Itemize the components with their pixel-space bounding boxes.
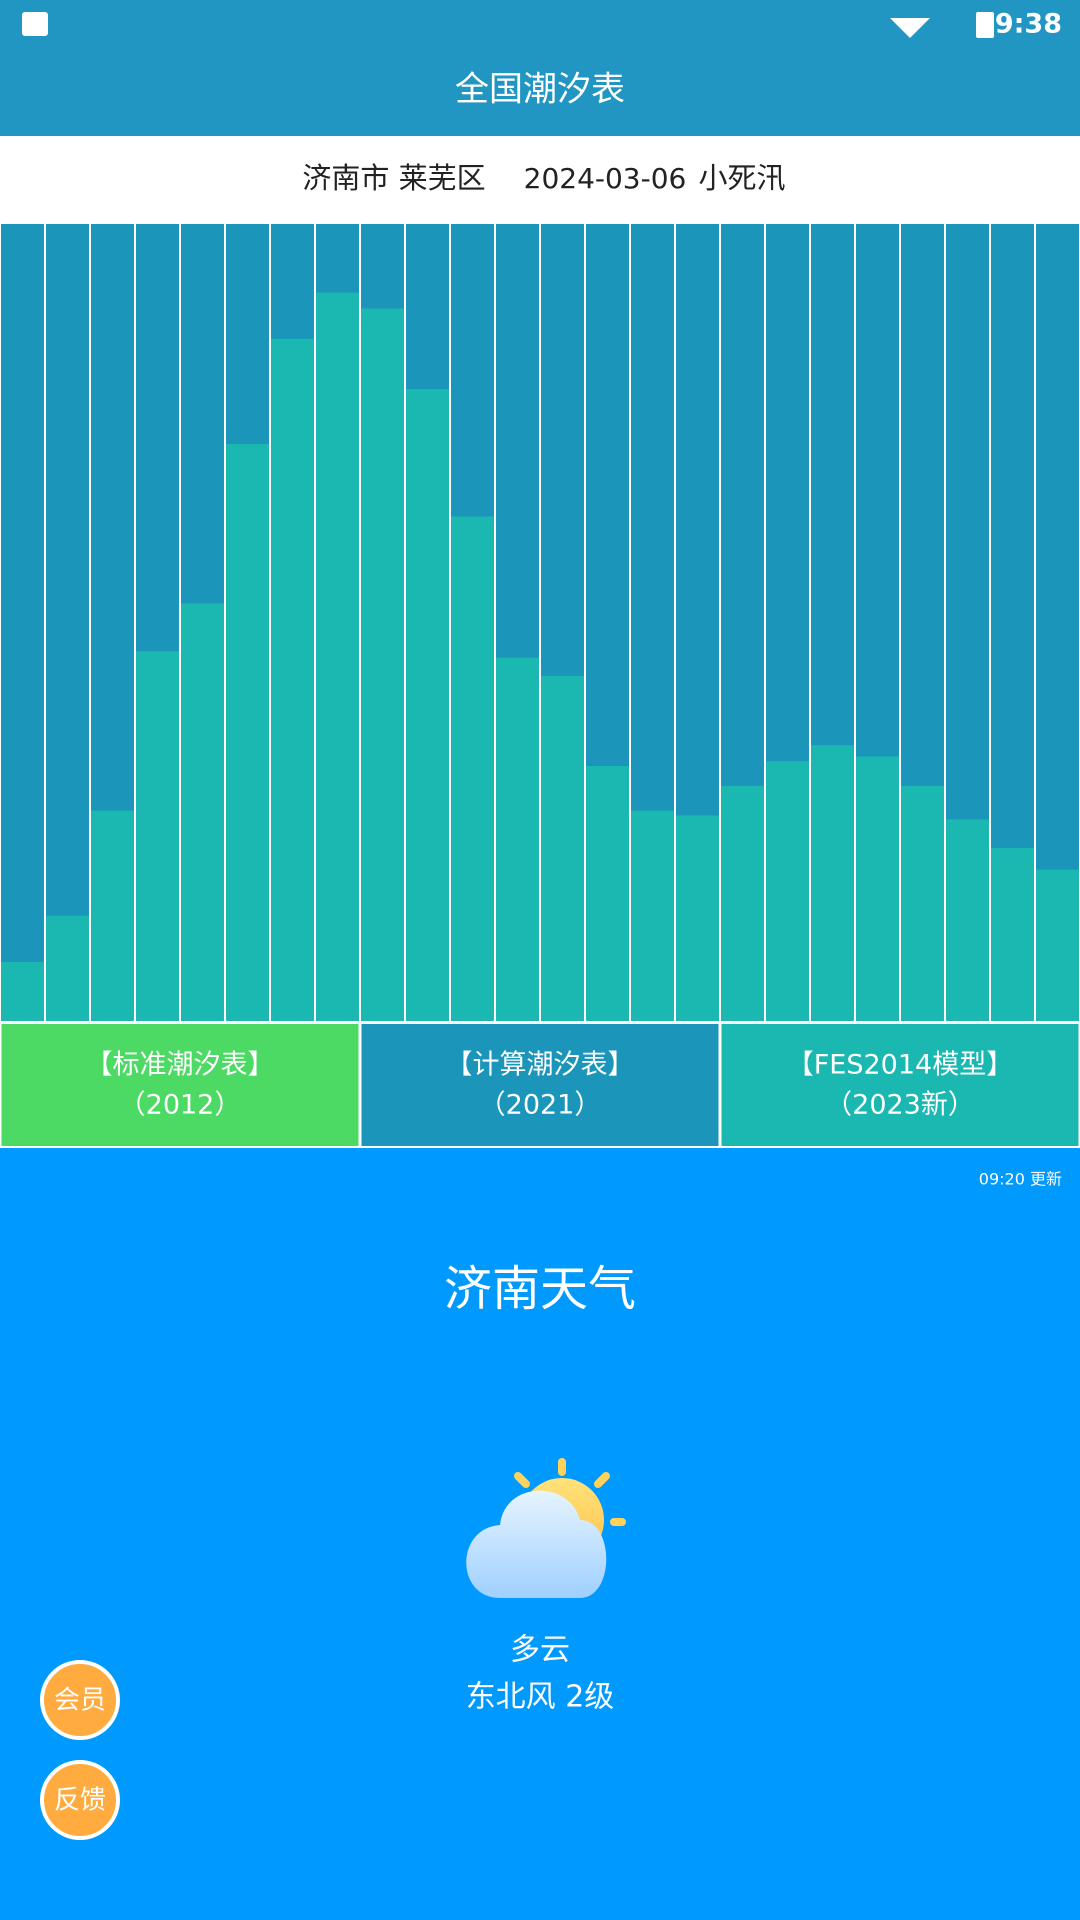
- weather-icon: [466, 1458, 626, 1598]
- location[interactable]: 济南市 莱芜区: [302, 161, 485, 195]
- bar: [541, 675, 584, 1021]
- weather-title: 济南天气: [444, 1261, 636, 1317]
- tab-bar: 【标准潮汐表】 （2012） 【计算潮汐表】 （2021） 【FES2014模型】 （20…: [0, 1021, 1080, 1148]
- tab-label[interactable]: 【FES2014模型】: [787, 1050, 1013, 1081]
- bar: [136, 651, 179, 1021]
- location-bar: [0, 136, 1080, 224]
- bar: [1036, 869, 1079, 1021]
- bar: [856, 756, 899, 1021]
- tab-label[interactable]: 【标准潮汐表】: [86, 1050, 275, 1081]
- notification-icon: [22, 12, 48, 36]
- bar: [496, 657, 539, 1021]
- tab-sublabel[interactable]: （2021）: [479, 1090, 602, 1121]
- tab[interactable]: [1, 1024, 359, 1146]
- battery-icon: [976, 12, 994, 38]
- bar: [451, 516, 494, 1021]
- bar: [586, 765, 629, 1021]
- bar: [406, 388, 449, 1021]
- bar: [901, 785, 944, 1021]
- bar: [991, 848, 1034, 1021]
- tab-sublabel[interactable]: （2012）: [119, 1090, 242, 1121]
- feedback-label[interactable]: 反馈: [54, 1786, 106, 1816]
- bar-track: [46, 224, 89, 1021]
- bar: [811, 745, 854, 1021]
- condition: 多云: [510, 1633, 570, 1668]
- app-title: 全国潮汐表: [455, 70, 625, 110]
- update-time: 09:20 更新: [979, 1170, 1062, 1189]
- feedback-button[interactable]: 反馈: [40, 1760, 120, 1840]
- tab[interactable]: [721, 1024, 1079, 1146]
- bar: [361, 308, 404, 1021]
- bar: [316, 292, 359, 1021]
- tide-type: 小死汛: [698, 161, 785, 195]
- date[interactable]: 2024-03-06: [524, 162, 687, 195]
- chart-background: [0, 222, 1080, 1023]
- tab-sublabel[interactable]: （2023新）: [825, 1090, 975, 1121]
- bar: [721, 785, 764, 1021]
- bar: [676, 815, 719, 1021]
- bar: [226, 443, 269, 1021]
- bar: [766, 761, 809, 1021]
- bar: [946, 819, 989, 1021]
- tide-chart: [0, 222, 1080, 1023]
- bar-track: [1, 224, 44, 1021]
- tab-label[interactable]: 【计算潮汐表】: [446, 1050, 635, 1081]
- wifi-icon: [890, 18, 930, 38]
- member-label[interactable]: 会员: [54, 1686, 106, 1716]
- bar: [181, 603, 224, 1021]
- bar: [46, 915, 89, 1021]
- bar: [1, 962, 44, 1021]
- tab[interactable]: [361, 1024, 719, 1146]
- wind: 东北风 2级: [466, 1680, 615, 1715]
- clock: 9:38: [995, 9, 1062, 40]
- bar: [631, 810, 674, 1021]
- member-button[interactable]: 会员: [40, 1660, 120, 1740]
- bar: [271, 338, 314, 1021]
- bar: [91, 810, 134, 1021]
